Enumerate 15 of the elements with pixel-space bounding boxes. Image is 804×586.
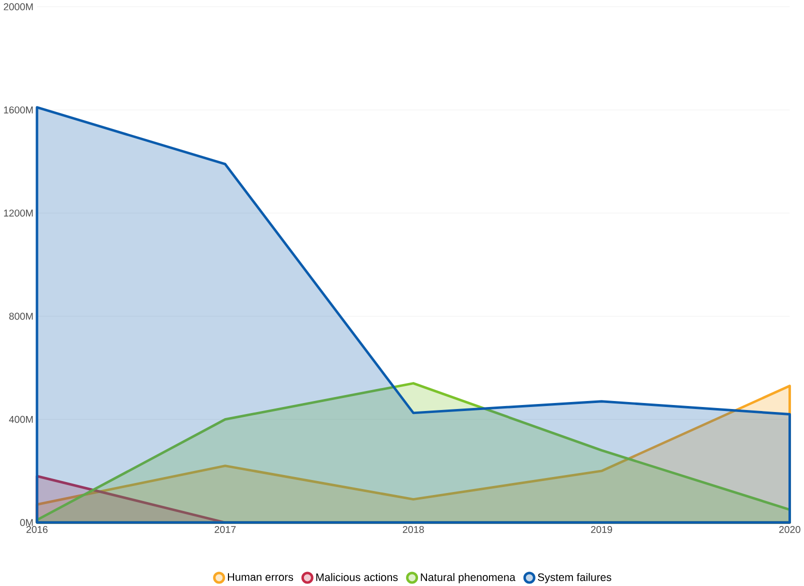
- legend-label: Human errors: [228, 573, 294, 581]
- x-tick-label: 2016: [26, 526, 48, 533]
- y-tick-label: 0M: [20, 518, 33, 526]
- y-tick-label: 1600M: [4, 106, 33, 114]
- legend-label: System failures: [538, 572, 612, 584]
- legend-label: Natural phenomena: [420, 572, 516, 584]
- y-tick-label: 800M: [9, 312, 33, 320]
- x-tick-label: 2017: [214, 526, 236, 533]
- legend-label: Malicious actions: [316, 572, 398, 581]
- y-tick-label: 1200M: [4, 209, 33, 216]
- x-tick-label: 2020: [779, 526, 800, 533]
- y-tick-label: 2000M: [4, 3, 33, 10]
- x-tick-label: 2018: [402, 526, 424, 533]
- x-tick-label: 2019: [591, 526, 612, 533]
- y-tick-label: 400M: [9, 416, 33, 423]
